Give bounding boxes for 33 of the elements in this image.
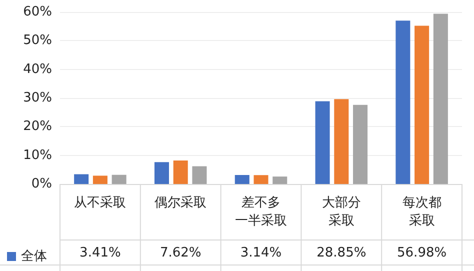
bar <box>315 101 330 184</box>
bar <box>396 20 410 184</box>
bar <box>74 174 89 184</box>
y-tick-label: 40% <box>23 62 52 77</box>
data-label: 28.85% <box>316 246 366 260</box>
bar <box>192 166 207 184</box>
data-label: 7.62% <box>160 246 202 260</box>
bar <box>254 175 268 184</box>
y-tick-label: 50% <box>23 33 52 48</box>
legend-label: 全体 <box>21 249 47 264</box>
bar <box>92 176 108 184</box>
data-label: 56.98% <box>397 246 447 260</box>
bar <box>414 26 430 184</box>
y-tick-label: 20% <box>23 119 52 134</box>
x-tick-label: 大部分采取 <box>322 196 361 228</box>
x-tick-label: 差不多一半采取 <box>235 196 287 228</box>
bar <box>234 175 250 184</box>
bar <box>272 176 288 184</box>
y-tick-label: 10% <box>23 148 52 163</box>
bar <box>353 104 368 184</box>
y-tick-label: 30% <box>23 90 52 106</box>
data-label: 3.41% <box>80 246 121 260</box>
x-tick-label: 从不采取 <box>74 196 126 210</box>
y-tick-label: 60% <box>23 4 52 20</box>
bar <box>433 14 448 184</box>
y-tick-label: 0% <box>31 176 52 192</box>
bar <box>154 162 169 184</box>
x-tick-label: 每次都采取 <box>402 196 442 228</box>
x-tick-label: 偶尔采取 <box>154 196 207 210</box>
data-label: 3.14% <box>240 246 282 260</box>
bar <box>334 99 349 184</box>
bar <box>173 160 188 184</box>
bar <box>112 174 126 184</box>
